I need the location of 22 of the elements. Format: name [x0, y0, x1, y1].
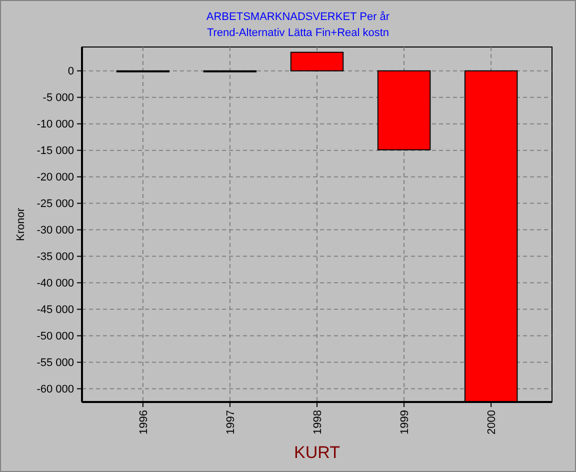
y-tick-label: -20 000 [36, 172, 74, 184]
x-tick-label: 2000 [486, 410, 498, 434]
y-tick-label: -40 000 [36, 278, 74, 290]
chart-title: ARBETSMARKNADSVERKET Per år [206, 11, 390, 23]
y-tick-label: -55 000 [36, 357, 74, 370]
x-axis-title: KURT [294, 443, 340, 462]
y-tick-label: -25 000 [36, 198, 74, 210]
y-tick-label: -50 000 [36, 330, 74, 343]
y-tick-label: -15 000 [36, 145, 74, 158]
x-tick-label: 1997 [224, 410, 237, 434]
x-tick-label: 1998 [312, 410, 324, 434]
x-tick-label: 1999 [398, 410, 411, 434]
x-tick-label: 1996 [138, 410, 150, 434]
y-tick-label: -35 000 [36, 251, 74, 264]
y-axis-title: Kronor [15, 208, 27, 242]
y-tick-label: -10 000 [36, 118, 74, 131]
y-tick-label: -45 000 [36, 304, 74, 316]
y-tick-label: -30 000 [36, 224, 74, 237]
y-tick-label: -5 000 [42, 92, 74, 104]
y-tick-label: -60 000 [36, 384, 74, 396]
y-tick-label: 0 [68, 66, 74, 78]
chart-subtitle: Trend-Alternativ Lätta Fin+Real kostn [206, 27, 390, 39]
